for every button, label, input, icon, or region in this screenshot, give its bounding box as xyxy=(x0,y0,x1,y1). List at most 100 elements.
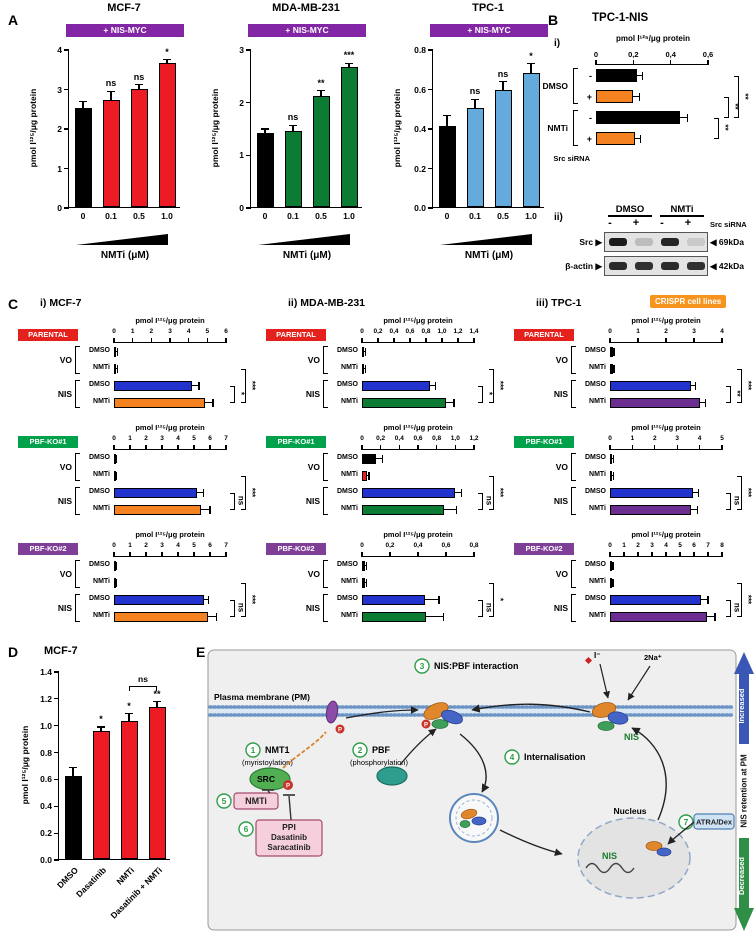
sbracket xyxy=(478,599,483,617)
panel-d-label: D xyxy=(8,644,19,660)
iodide-label: I⁻ xyxy=(594,651,600,660)
eline xyxy=(474,99,476,110)
xticklab-top: 3 xyxy=(168,328,172,335)
eline xyxy=(530,63,532,74)
condition-badge: PBF-KO#2 xyxy=(266,543,326,555)
anchored-to-complex-arrow xyxy=(345,706,419,719)
yticklab: 0.8 xyxy=(414,45,426,55)
xtick xyxy=(445,552,447,557)
sbracket xyxy=(230,492,235,510)
blot-band xyxy=(687,238,705,246)
hbar xyxy=(362,560,365,571)
xticklab-top: 8 xyxy=(720,542,724,549)
grouplab: VO xyxy=(59,355,72,365)
xtick xyxy=(113,338,115,343)
xtick xyxy=(473,445,475,450)
panel-b-label: B xyxy=(548,12,559,28)
hbar xyxy=(362,487,456,498)
plot-area: 0 0,2 0,4 0,6 0,8 1,0 1,2 DMSO NMTi DMSO NMTi VO NIS… xyxy=(306,435,505,517)
hbar xyxy=(114,380,193,391)
eline xyxy=(82,101,84,110)
dna-squiggle xyxy=(585,862,635,874)
nucleus-to-membrane-arrow xyxy=(631,727,667,821)
xtick xyxy=(707,60,709,65)
ppi-box xyxy=(255,819,323,857)
condition-badge: PARENTAL xyxy=(514,329,574,341)
ecap xyxy=(97,726,105,728)
hbar xyxy=(610,397,700,408)
yticklab: 0.2 xyxy=(414,163,426,174)
yticklab: 3 xyxy=(57,84,62,95)
hecap xyxy=(207,595,209,604)
plasma-membrane-label: Plasma membrane (PM) xyxy=(214,692,310,702)
nmti-inhibition-line xyxy=(267,790,271,794)
xticklab-top: 0,8 xyxy=(421,328,431,335)
eline xyxy=(292,125,294,132)
hbar xyxy=(362,346,365,357)
bar xyxy=(148,707,166,859)
bar xyxy=(158,62,176,207)
heline xyxy=(208,615,217,618)
siglab: *** xyxy=(743,594,753,604)
hbar xyxy=(610,611,707,622)
lane-sign: - xyxy=(660,217,664,229)
heline xyxy=(701,598,708,601)
yticklab: 4 xyxy=(57,45,62,55)
bar xyxy=(64,775,82,859)
sbracket xyxy=(726,385,731,403)
chart-c-tpc1-ko1: PBF-KO#1 pmol I¹²⁵/μg protein 0 1 2 3 4 5 DMSO… xyxy=(514,421,755,525)
xtick xyxy=(693,552,695,557)
eline xyxy=(320,90,322,98)
heline xyxy=(637,74,643,77)
xtick xyxy=(609,445,611,450)
xticklab-top: 6 xyxy=(224,328,228,335)
blot-band xyxy=(609,262,627,270)
sbracket xyxy=(478,492,483,510)
rowlab: DMSO xyxy=(89,487,110,495)
xticklab-top: 6 xyxy=(692,542,696,549)
yticklab: 0.0 xyxy=(40,855,52,865)
decreased-label: Decreased xyxy=(737,857,746,895)
blot-row-label-src: Src ▶ xyxy=(554,237,602,248)
eline xyxy=(156,701,158,709)
ytick xyxy=(54,751,59,754)
gbracket xyxy=(75,346,80,374)
grouplab: NIS xyxy=(553,603,568,613)
sbracket xyxy=(726,599,731,617)
blot-band xyxy=(661,238,679,246)
ytick xyxy=(64,207,69,209)
plot-area: 0 1 2 3 0 ns 0.1 ** 0.5 *** 1.0 xyxy=(239,45,362,221)
ppi-label: PPI xyxy=(282,822,296,832)
ecap xyxy=(135,84,143,86)
rowlab: NMTi xyxy=(589,611,606,619)
heline xyxy=(364,581,367,584)
xticklab-top: 0,4 xyxy=(413,542,423,549)
xtick xyxy=(225,445,227,450)
sbracket xyxy=(737,368,742,403)
hecap xyxy=(612,471,614,480)
xtick xyxy=(441,338,443,343)
hecap xyxy=(116,561,118,570)
xtick xyxy=(473,338,475,343)
rowlab: DMSO xyxy=(337,346,358,354)
rowlab: DMSO xyxy=(89,560,110,568)
ytick xyxy=(246,207,251,209)
xticklab-top: 0 xyxy=(112,328,116,335)
ecap xyxy=(317,89,325,92)
c-header-mda: ii) MDA-MB-231 xyxy=(288,297,366,309)
xticklab: 0 xyxy=(262,211,268,221)
sodium-label: 2Na⁺ xyxy=(644,653,662,662)
step-3-number: 3 xyxy=(420,661,425,671)
rowlab: DMSO xyxy=(585,380,606,388)
axis-title: pmol I¹²⁵/μg protein xyxy=(135,316,205,325)
rowlab: DMSO xyxy=(337,487,358,495)
xticklab: 0 xyxy=(444,211,450,221)
rowlab: NMTi xyxy=(93,363,110,371)
siglab: ** xyxy=(740,92,750,100)
xtick xyxy=(145,552,147,557)
pbf-blob xyxy=(376,766,408,786)
heline xyxy=(201,508,210,511)
lane-sign: - xyxy=(608,217,612,229)
chart-c-mcf7-ko2: PBF-KO#2 pmol I¹²⁵/μg protein 0 1 2 3 4 5 6 7 DM… xyxy=(18,528,260,632)
